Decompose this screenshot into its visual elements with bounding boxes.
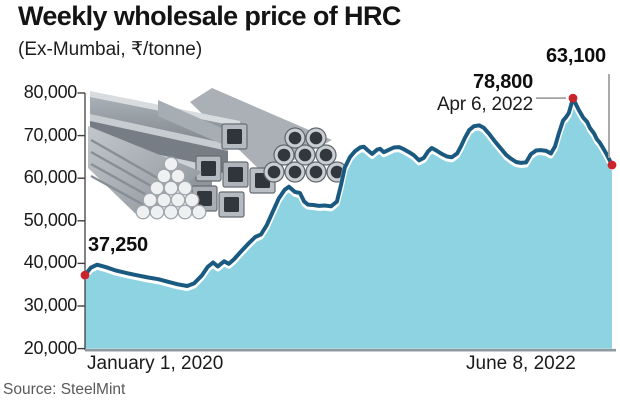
y-tick-label: 20,000 xyxy=(23,337,78,358)
data-point-markers xyxy=(80,93,617,280)
steel-pipes-illustration xyxy=(88,88,348,220)
annotation-peak-value: 78,800 xyxy=(473,71,533,93)
axes xyxy=(77,92,616,352)
data-point-dot xyxy=(80,270,90,280)
chart-subtitle: (Ex-Mumbai, ₹/tonne) xyxy=(18,39,203,60)
data-point-dot xyxy=(607,160,617,170)
annotation-peak-date: Apr 6, 2022 xyxy=(436,94,533,115)
annotation-peak: 78,800 Apr 6, 2022 xyxy=(403,71,533,116)
x-axis-end-label: June 8, 2022 xyxy=(466,353,576,374)
rod-faces xyxy=(135,156,207,220)
source-label: Source: SteelMint xyxy=(3,381,126,398)
chart-title: Weekly wholesale price of HRC xyxy=(18,1,401,31)
square-tube-face xyxy=(221,123,248,150)
y-tick-label: 30,000 xyxy=(23,295,78,315)
y-tick-label: 80,000 xyxy=(23,82,78,102)
y-tick-label: 60,000 xyxy=(23,167,78,188)
annotation-start-value: 37,250 xyxy=(88,234,148,256)
y-tick-label: 40,000 xyxy=(23,252,78,273)
square-tube-body xyxy=(158,100,226,146)
steel-beam xyxy=(90,96,240,150)
steel-beam-top xyxy=(90,114,228,151)
annotation-callout-lines xyxy=(536,74,610,158)
steel-beam xyxy=(90,120,228,174)
y-tick-label: 70,000 xyxy=(23,124,78,145)
data-point-dot xyxy=(568,93,578,103)
x-axis-start-label: January 1, 2020 xyxy=(87,353,224,374)
annotation-end-value: 63,100 xyxy=(546,45,606,67)
price-line xyxy=(83,96,614,288)
area-fill xyxy=(85,98,612,349)
y-tick-label: 50,000 xyxy=(23,209,78,230)
rod-bundle-streaks xyxy=(90,138,169,207)
